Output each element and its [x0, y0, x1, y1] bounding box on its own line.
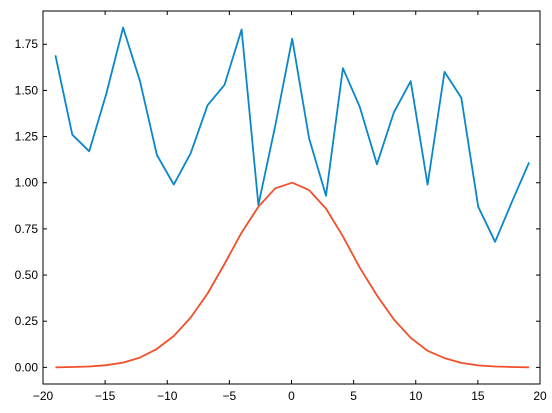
x-tick-label: 5: [350, 389, 357, 403]
x-tick-label: −20: [33, 389, 54, 403]
series-lines: [54, 26, 530, 369]
y-tick-label: 1.75: [15, 37, 39, 51]
y-tick-label: 0.25: [15, 314, 39, 328]
axis-tick-labels: −20 −15 −10 −5 0 5 10 15 20 0.00 0.25 0.50 0.75 1.00 1…: [15, 37, 547, 403]
x-tick-label: −15: [95, 389, 116, 403]
axis-ticks: [42, 11, 541, 384]
y-tick-label: 1.25: [15, 130, 39, 144]
x-tick-label: 0: [288, 389, 295, 403]
x-tick-label: 10: [409, 389, 423, 403]
series-line-1: [54, 26, 530, 243]
x-tick-label: −10: [157, 389, 178, 403]
y-tick-label: 0.75: [15, 222, 39, 236]
x-tick-label: −5: [223, 389, 237, 403]
plot-frame: [42, 10, 541, 385]
y-tick-label: 0.50: [15, 268, 39, 282]
y-tick-label: 0.00: [15, 360, 39, 374]
y-tick-label: 1.00: [15, 176, 39, 190]
y-tick-label: 1.50: [15, 83, 39, 97]
x-tick-label: 20: [533, 389, 547, 403]
x-tick-label: 15: [471, 389, 485, 403]
series-line-2: [55, 181, 530, 369]
